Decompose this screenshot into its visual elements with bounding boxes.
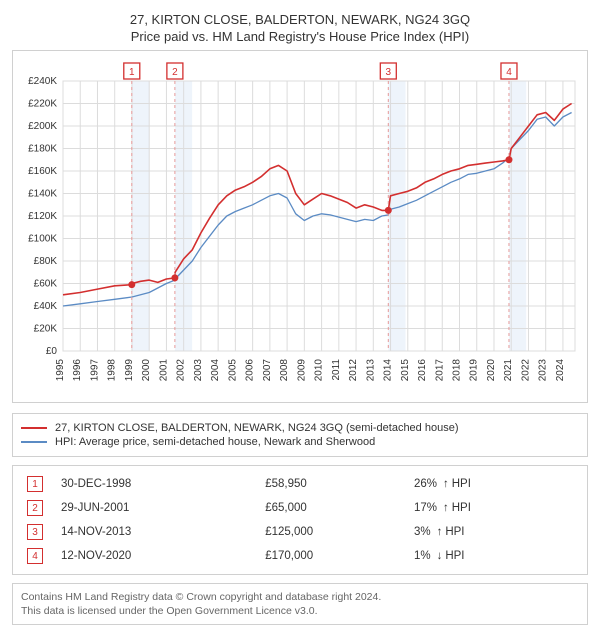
svg-text:£20K: £20K (34, 324, 58, 335)
svg-text:£200K: £200K (28, 121, 57, 132)
svg-text:2007: 2007 (262, 359, 273, 382)
svg-text:2011: 2011 (331, 359, 342, 381)
svg-text:£120K: £120K (28, 211, 57, 222)
svg-text:2005: 2005 (227, 359, 238, 382)
svg-text:2010: 2010 (314, 359, 325, 382)
legend-label-property: 27, KIRTON CLOSE, BALDERTON, NEWARK, NG2… (55, 422, 458, 434)
table-row: 4 12-NOV-2020£170,0001%↓HPI (21, 544, 579, 568)
footer: Contains HM Land Registry data © Crown c… (12, 583, 588, 625)
svg-text:2017: 2017 (434, 359, 445, 382)
svg-text:4: 4 (506, 67, 512, 78)
svg-text:2023: 2023 (538, 359, 549, 382)
svg-text:2024: 2024 (555, 359, 566, 382)
svg-text:£220K: £220K (28, 99, 57, 110)
table-row: 2 29-JUN-2001£65,00017%↑HPI (21, 496, 579, 520)
svg-text:2004: 2004 (210, 359, 221, 382)
svg-text:2009: 2009 (296, 359, 307, 382)
svg-text:2021: 2021 (503, 359, 514, 382)
svg-text:£80K: £80K (34, 256, 58, 267)
sale-date: 29-JUN-2001 (55, 496, 259, 520)
legend-item-hpi: HPI: Average price, semi-detached house,… (21, 436, 579, 448)
arrow-down-icon: ↓ (437, 550, 443, 562)
svg-text:£0: £0 (46, 346, 58, 357)
sale-marker-icon: 3 (27, 524, 43, 540)
svg-text:2006: 2006 (245, 359, 256, 382)
svg-text:£60K: £60K (34, 279, 58, 290)
svg-text:2015: 2015 (400, 359, 411, 382)
svg-text:2022: 2022 (520, 359, 531, 382)
svg-text:2019: 2019 (469, 359, 480, 382)
sale-date: 14-NOV-2013 (55, 520, 259, 544)
sale-marker-icon: 4 (27, 548, 43, 564)
legend: 27, KIRTON CLOSE, BALDERTON, NEWARK, NG2… (12, 413, 588, 457)
sale-marker-icon: 1 (27, 476, 43, 492)
svg-text:2020: 2020 (486, 359, 497, 382)
sales-table-container: 1 30-DEC-1998£58,95026%↑HPI 2 29-JUN-2001£6… (12, 465, 588, 575)
svg-text:2001: 2001 (158, 359, 169, 382)
svg-text:1: 1 (129, 67, 135, 78)
legend-swatch-property (21, 427, 47, 429)
sale-hpi-delta: 1%↓HPI (408, 544, 579, 568)
svg-text:1997: 1997 (89, 359, 100, 382)
svg-text:1996: 1996 (72, 359, 83, 382)
table-row: 3 14-NOV-2013£125,0003%↑HPI (21, 520, 579, 544)
arrow-up-icon: ↑ (443, 502, 449, 514)
sale-date: 12-NOV-2020 (55, 544, 259, 568)
svg-text:£100K: £100K (28, 234, 57, 245)
chart-container: £0 £20K £40K £60K £80K £100K £120K £140K £160K £1… (12, 50, 588, 403)
svg-text:2002: 2002 (176, 359, 187, 382)
svg-text:1998: 1998 (107, 359, 118, 382)
svg-text:2000: 2000 (141, 359, 152, 382)
sale-hpi-delta: 26%↑HPI (408, 472, 579, 496)
sale-hpi-delta: 3%↑HPI (408, 520, 579, 544)
svg-text:£160K: £160K (28, 166, 57, 177)
sale-price: £65,000 (259, 496, 408, 520)
sale-price: £58,950 (259, 472, 408, 496)
svg-text:2018: 2018 (451, 359, 462, 382)
svg-text:2008: 2008 (279, 359, 290, 382)
svg-text:2013: 2013 (365, 359, 376, 382)
table-row: 1 30-DEC-1998£58,95026%↑HPI (21, 472, 579, 496)
sale-price: £125,000 (259, 520, 408, 544)
svg-text:2003: 2003 (193, 359, 204, 382)
sales-table: 1 30-DEC-1998£58,95026%↑HPI 2 29-JUN-2001£6… (21, 472, 579, 568)
svg-text:2012: 2012 (348, 359, 359, 382)
svg-text:£180K: £180K (28, 144, 57, 155)
legend-item-property: 27, KIRTON CLOSE, BALDERTON, NEWARK, NG2… (21, 422, 579, 434)
svg-text:1999: 1999 (124, 359, 135, 382)
footer-line1: Contains HM Land Registry data © Crown c… (21, 590, 579, 604)
arrow-up-icon: ↑ (437, 526, 443, 538)
svg-text:2016: 2016 (417, 359, 428, 382)
sale-date: 30-DEC-1998 (55, 472, 259, 496)
arrow-up-icon: ↑ (443, 478, 449, 490)
footer-line2: This data is licensed under the Open Gov… (21, 604, 579, 618)
page-title: 27, KIRTON CLOSE, BALDERTON, NEWARK, NG2… (12, 12, 588, 27)
svg-text:3: 3 (386, 67, 392, 78)
legend-swatch-hpi (21, 441, 47, 443)
legend-label-hpi: HPI: Average price, semi-detached house,… (55, 436, 375, 448)
svg-text:£140K: £140K (28, 189, 57, 200)
price-hpi-chart: £0 £20K £40K £60K £80K £100K £120K £140K £160K £1… (17, 57, 583, 397)
page-subtitle: Price paid vs. HM Land Registry's House … (12, 29, 588, 44)
sale-hpi-delta: 17%↑HPI (408, 496, 579, 520)
svg-text:£40K: £40K (34, 301, 58, 312)
sale-marker-icon: 2 (27, 500, 43, 516)
svg-text:2014: 2014 (383, 359, 394, 382)
sale-price: £170,000 (259, 544, 408, 568)
svg-text:£240K: £240K (28, 76, 57, 87)
svg-text:1995: 1995 (55, 359, 66, 382)
svg-text:2: 2 (172, 67, 178, 78)
